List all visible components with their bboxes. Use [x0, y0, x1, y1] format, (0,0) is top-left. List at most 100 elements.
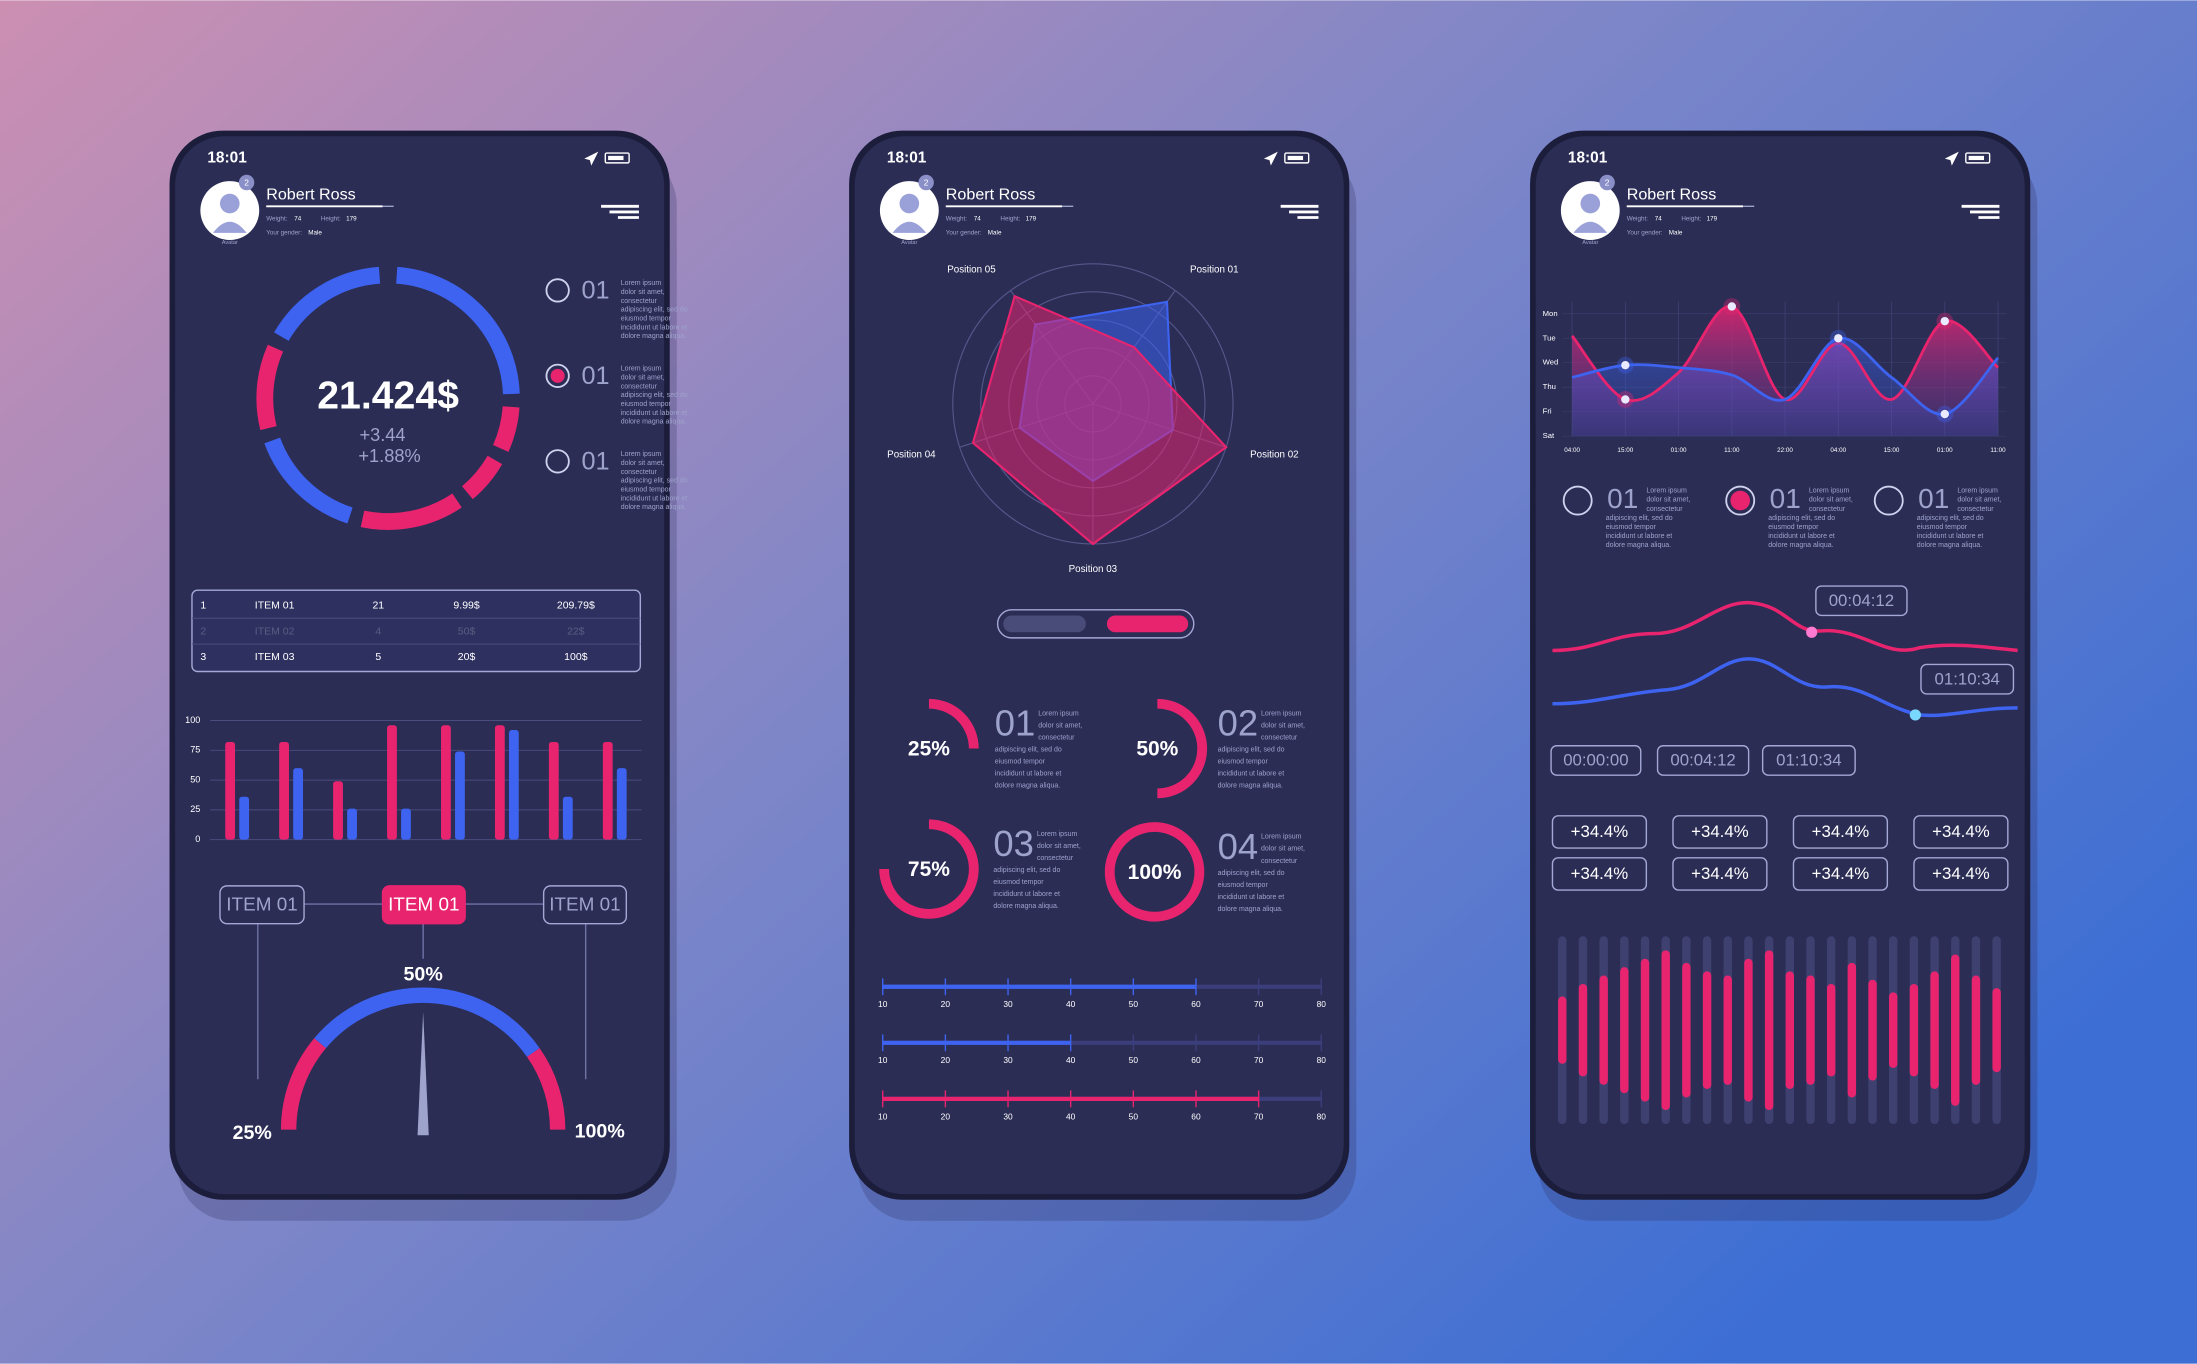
slider-tick-label: 40: [1066, 1111, 1076, 1121]
percent-label: +34.4%: [1932, 822, 1990, 841]
table-cell: 9.99$: [453, 599, 479, 611]
slider-tick-label: 70: [1254, 1055, 1264, 1065]
avatar-head: [1580, 193, 1601, 214]
percent-button[interactable]: [1792, 815, 1889, 849]
slider-tick-label: 30: [1003, 1111, 1013, 1121]
tab[interactable]: [381, 885, 466, 925]
point: [1834, 334, 1843, 343]
body-text: dolore magna aliqua.: [621, 419, 686, 426]
body-text: consectetur: [1646, 506, 1683, 513]
donut-segment: [360, 493, 462, 530]
body-text: incididunt ut labore et: [621, 410, 688, 417]
radio[interactable]: [1562, 485, 1593, 516]
table-cell: 21: [372, 599, 384, 611]
progress-label: 100%: [1128, 861, 1182, 884]
legend-number: 01: [581, 276, 609, 304]
body-text: adipiscing elit, sed do: [621, 307, 688, 314]
y-tick-label: Wed: [1543, 358, 1559, 367]
slider-tick-label: 30: [1003, 999, 1013, 1009]
equalizer-bar: [1889, 992, 1898, 1069]
body-text: incididunt ut labore et: [1218, 894, 1285, 901]
gauge-needle: [417, 1011, 429, 1136]
table-cell: 22$: [567, 625, 585, 637]
time-tag: [1815, 585, 1908, 617]
body-text: dolor sit amet,: [621, 289, 665, 296]
percent-button[interactable]: [1551, 857, 1648, 891]
time-tag-label: 01:10:34: [1935, 669, 2000, 688]
tab[interactable]: [219, 885, 305, 925]
body-text: Lorem ipsum: [1037, 831, 1078, 838]
radio[interactable]: [1725, 485, 1756, 516]
time-button[interactable]: [1550, 745, 1642, 776]
bar: [225, 741, 236, 840]
time-button[interactable]: [1761, 745, 1856, 776]
gauge-label: 50%: [404, 964, 443, 986]
gender-label: Your gender:: [1627, 230, 1663, 237]
weight: 74: [974, 216, 982, 223]
legend-radio[interactable]: [545, 363, 570, 388]
status-time: 18:01: [1568, 150, 1608, 167]
percent-button[interactable]: [1672, 857, 1768, 891]
percent-button[interactable]: [1672, 815, 1768, 849]
timeline-wave: [1552, 657, 2018, 718]
radio[interactable]: [1873, 485, 1904, 516]
battery-level: [1287, 155, 1304, 161]
point: [1727, 302, 1737, 311]
body-text: incididunt ut labore et: [1917, 533, 1984, 540]
body-text: incididunt ut labore et: [1606, 533, 1673, 540]
percent-button[interactable]: [1792, 857, 1889, 891]
table-cell: 5: [375, 651, 381, 663]
badge-count: 2: [924, 177, 929, 187]
equalizer-bar: [1640, 958, 1650, 1102]
donut-segment: [492, 406, 520, 452]
area-fill: [1572, 337, 1999, 437]
x-tick-label: 01:00: [1671, 447, 1687, 454]
item-number: 01: [995, 703, 1036, 744]
status-time: 18:01: [887, 150, 927, 167]
slider-tick-label: 70: [1254, 1111, 1264, 1121]
percent-button[interactable]: [1913, 815, 2009, 849]
legend-radio[interactable]: [545, 449, 570, 474]
toggle-on: [1106, 615, 1189, 633]
point: [1621, 395, 1630, 404]
bar: [347, 808, 357, 840]
y-tick-label: 25: [190, 804, 200, 814]
percent-button[interactable]: [1913, 857, 2009, 891]
radio-dot: [1730, 490, 1751, 511]
body-text: adipiscing elit, sed do: [621, 478, 688, 485]
bar: [279, 741, 289, 840]
body-text: consectetur: [1957, 506, 1994, 513]
height: 179: [346, 216, 357, 223]
gauge-arc: [526, 1048, 566, 1130]
avatar-body: [212, 221, 247, 233]
time-button-label: 00:00:00: [1563, 751, 1628, 770]
battery-icon: [1965, 152, 1991, 164]
body-text: dolore magna aliqua.: [995, 783, 1060, 790]
equalizer-bar: [1744, 958, 1753, 1102]
y-tick-label: 0: [195, 834, 200, 844]
gauge-label: 100%: [575, 1121, 625, 1143]
percent-button[interactable]: [1551, 815, 1648, 849]
body-text: Lorem ipsum: [1809, 488, 1850, 495]
time-button[interactable]: [1656, 745, 1750, 776]
donut-segment: [274, 266, 381, 341]
tab[interactable]: [542, 885, 628, 925]
y-tick-label: Tue: [1543, 333, 1556, 342]
equalizer-bar: [1806, 975, 1815, 1085]
gender-label: Your gender:: [266, 230, 302, 237]
percent-label: +34.4%: [1691, 864, 1749, 883]
body-text: adipiscing elit, sed do: [995, 747, 1062, 754]
weight: 74: [294, 216, 302, 223]
legend-radio[interactable]: [545, 278, 570, 303]
avatar-body: [1573, 221, 1608, 233]
body-text: dolore magna aliqua.: [1606, 542, 1671, 549]
bar: [333, 781, 343, 840]
bar: [602, 741, 613, 840]
slider-tick-label: 40: [1066, 999, 1076, 1009]
timeline-marker: [1909, 709, 1921, 721]
battery-icon: [1284, 152, 1310, 164]
slider-tick-label: 60: [1191, 1111, 1201, 1121]
x-tick-label: 15:00: [1884, 447, 1900, 454]
progress-arc: [879, 819, 979, 919]
